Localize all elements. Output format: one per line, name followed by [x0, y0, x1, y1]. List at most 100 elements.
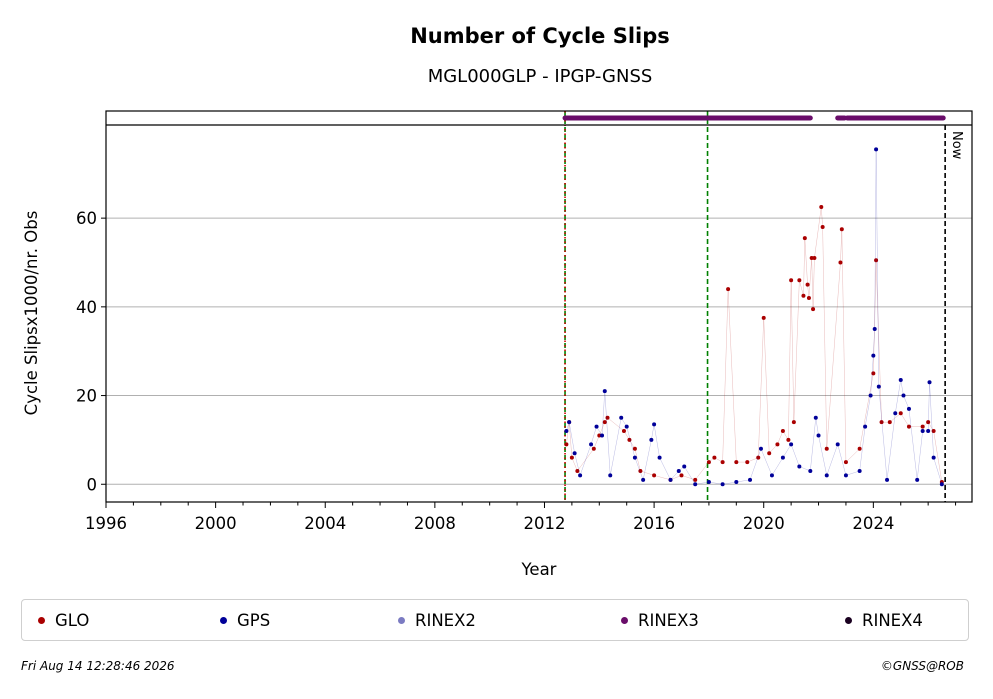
- data-point-gps: [868, 393, 873, 398]
- data-point-gps: [594, 424, 599, 429]
- data-point-glo: [857, 446, 862, 451]
- data-point-glo: [819, 205, 824, 210]
- data-point-gps: [602, 389, 607, 394]
- data-point-glo: [802, 236, 807, 241]
- data-point-gps: [693, 482, 698, 487]
- y-tick-label: 40: [76, 298, 97, 317]
- data-point-gps: [619, 415, 624, 420]
- data-point-glo: [591, 446, 596, 451]
- data-point-gps: [780, 455, 785, 460]
- x-tick-label: 2024: [852, 514, 894, 533]
- x-tick-label: 2008: [414, 514, 456, 533]
- data-point-glo: [706, 460, 711, 465]
- data-point-gps: [901, 393, 906, 398]
- data-point-glo: [931, 429, 936, 434]
- data-point-gps: [578, 473, 583, 478]
- y-tick-label: 0: [87, 475, 98, 494]
- now-label: Now: [949, 131, 964, 160]
- data-point-glo: [874, 258, 879, 263]
- legend-marker: [621, 616, 628, 624]
- chart-title: Number of Cycle Slips: [410, 24, 670, 48]
- data-point-glo: [780, 429, 785, 434]
- data-point-gps: [816, 433, 821, 438]
- data-point-glo: [726, 287, 731, 292]
- legend-marker: [845, 616, 852, 624]
- data-point-glo: [839, 227, 844, 232]
- data-point-glo: [789, 278, 794, 283]
- data-point-glo: [801, 293, 806, 298]
- copyright: ©GNSS@ROB: [880, 659, 964, 673]
- data-point-glo: [679, 473, 684, 478]
- legend-label: RINEX2: [415, 610, 476, 630]
- data-point-gps: [843, 473, 848, 478]
- data-point-gps: [863, 424, 868, 429]
- data-point-gps: [652, 422, 657, 427]
- data-point-glo: [879, 420, 884, 425]
- data-point-gps: [797, 464, 802, 469]
- data-point-gps: [564, 429, 569, 434]
- data-point-gps: [624, 424, 629, 429]
- data-point-gps: [789, 442, 794, 447]
- data-point-gps: [872, 327, 877, 332]
- legend-marker: [220, 616, 227, 624]
- x-tick-label: 2000: [195, 514, 237, 533]
- x-tick-label: 2020: [743, 514, 785, 533]
- x-tick-label: 2012: [523, 514, 565, 533]
- data-point-glo: [761, 315, 766, 320]
- data-point-glo: [605, 415, 610, 420]
- data-point-gps: [706, 480, 711, 485]
- data-point-gps: [874, 147, 879, 152]
- data-point-glo: [756, 455, 761, 460]
- data-point-gps: [939, 482, 944, 487]
- x-tick-label: 2016: [633, 514, 675, 533]
- legend: GLO GPS RINEX2 RINEX3 RINEX4: [21, 599, 969, 641]
- data-point-glo: [920, 424, 925, 429]
- data-point-glo: [569, 455, 574, 460]
- data-point-gps: [657, 455, 662, 460]
- x-tick-label: 1996: [85, 514, 127, 533]
- data-point-gps: [641, 477, 646, 482]
- data-point-glo: [805, 282, 810, 287]
- y-tick-label: 60: [76, 209, 97, 228]
- data-point-gps: [885, 477, 890, 482]
- data-point-gps: [898, 378, 903, 383]
- grid-lines: [106, 217, 972, 485]
- data-point-gps: [835, 442, 840, 447]
- data-point-gps: [668, 477, 673, 482]
- data-point-gps: [920, 429, 925, 434]
- data-point-gps: [748, 477, 753, 482]
- chart-subtitle: MGL000GLP - IPGP-GNSS: [428, 66, 653, 87]
- data-point-gps: [876, 384, 881, 389]
- data-point-gps: [682, 464, 687, 469]
- reference-lines: [564, 111, 946, 502]
- data-point-glo: [812, 256, 817, 261]
- data-point-gps: [769, 473, 774, 478]
- data-point-gps: [758, 446, 763, 451]
- legend-label: RINEX4: [862, 610, 923, 630]
- data-point-glo: [745, 460, 750, 465]
- data-point-gps: [649, 437, 654, 442]
- data-point-glo: [734, 460, 739, 465]
- data-point-gps: [824, 473, 829, 478]
- y-axis-label: Cycle Slipsx1000/nr. Obs: [22, 211, 41, 416]
- y-axis-ticks: 0 20 40 60: [76, 209, 106, 494]
- data-point-glo: [906, 424, 911, 429]
- data-point-gps: [589, 442, 594, 447]
- data-point-glo: [887, 420, 892, 425]
- data-point-gps: [632, 455, 637, 460]
- legend-item-gps: GPS: [220, 600, 270, 640]
- data-point-gps: [926, 429, 931, 434]
- series-line-gps: [566, 149, 943, 485]
- series-line-glo: [566, 207, 943, 483]
- data-point-glo: [791, 420, 796, 425]
- data-point-gps: [720, 482, 725, 487]
- data-point-gps: [608, 473, 613, 478]
- data-point-glo: [712, 455, 717, 460]
- data-point-glo: [652, 473, 657, 478]
- data-point-gps: [931, 455, 936, 460]
- legend-label: GLO: [55, 610, 90, 630]
- data-point-glo: [627, 437, 632, 442]
- data-point-glo: [621, 429, 626, 434]
- legend-item-glo: GLO: [38, 600, 89, 640]
